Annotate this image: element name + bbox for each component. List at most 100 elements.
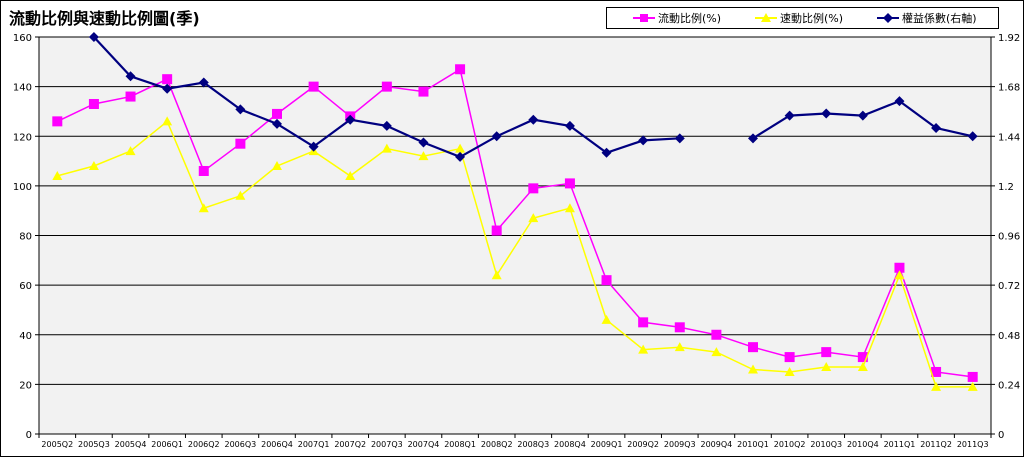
data-point-diamond [638, 135, 649, 146]
data-point-square [418, 86, 429, 97]
data-point-triangle [857, 362, 868, 372]
data-point-diamond [601, 147, 612, 158]
data-point-diamond [125, 71, 136, 82]
data-point-triangle [418, 151, 429, 161]
x-tick-label: 2006Q4 [261, 440, 293, 449]
y-left-tick-label: 80 [19, 232, 32, 243]
y-right-tick-label: 1.68 [998, 83, 1020, 94]
x-tick-label: 2011Q1 [884, 440, 916, 449]
data-point-triangle [528, 213, 539, 223]
data-point-square [711, 329, 722, 340]
data-point-diamond [894, 96, 905, 107]
data-point-square [931, 366, 942, 377]
x-tick-label: 2006Q1 [151, 440, 183, 449]
x-tick-label: 2006Q2 [188, 440, 220, 449]
x-tick-label: 2010Q3 [810, 440, 842, 449]
x-tick-label: 2008Q1 [444, 440, 476, 449]
data-point-diamond [162, 83, 173, 94]
data-point-square [601, 275, 612, 286]
y-right-tick-label: 1.92 [998, 33, 1020, 44]
legend-item-current-ratio: 流動比例(%) [633, 8, 721, 28]
data-point-diamond [88, 32, 99, 42]
x-tick-label: 2007Q2 [334, 440, 366, 449]
data-point-triangle [235, 190, 246, 200]
data-point-diamond [931, 122, 942, 133]
legend-marker-diamond [877, 13, 899, 23]
data-point-triangle [52, 170, 63, 180]
data-point-triangle [784, 366, 795, 376]
legend-marker-square [633, 14, 655, 22]
data-point-triangle [381, 143, 392, 153]
data-point-square [272, 108, 282, 119]
data-point-square [198, 165, 209, 176]
x-tick-label: 2005Q3 [78, 440, 110, 449]
x-tick-label: 2006Q3 [225, 440, 257, 449]
chart-title: 流動比例與速動比例圖(季) [9, 9, 200, 28]
data-point-triangle [455, 143, 466, 153]
x-tick-label: 2010Q2 [774, 440, 806, 449]
data-point-diamond [345, 114, 356, 125]
y-left-tick-label: 40 [19, 331, 32, 342]
data-point-triangle [272, 161, 282, 171]
data-point-diamond [748, 133, 758, 144]
data-point-square [748, 342, 758, 353]
legend-item-equity-multiplier: 權益係數(右軸) [877, 8, 977, 28]
y-right-tick-label: 0.24 [998, 380, 1020, 391]
x-tick-label: 2008Q2 [481, 440, 513, 449]
x-tick-label: 2008Q3 [517, 440, 549, 449]
data-point-triangle [564, 203, 575, 213]
data-point-square [821, 347, 832, 358]
data-point-triangle [345, 170, 356, 180]
data-point-square [308, 81, 319, 92]
x-tick-label: 2007Q3 [371, 440, 403, 449]
data-point-diamond [198, 77, 209, 88]
x-tick-label: 2011Q3 [957, 440, 989, 449]
y-right-tick-label: 0.72 [998, 281, 1020, 292]
y-left-tick-label: 0 [26, 430, 32, 441]
y-left-tick-label: 20 [19, 380, 32, 391]
data-point-square [784, 352, 795, 363]
series-line [57, 120, 973, 388]
data-point-diamond [308, 141, 319, 152]
data-point-square [88, 98, 99, 109]
data-point-triangle [601, 314, 612, 324]
data-point-diamond [821, 108, 832, 119]
data-point-diamond [528, 114, 539, 125]
data-point-diamond [784, 110, 795, 121]
y-left-tick-label: 140 [13, 83, 32, 94]
data-point-diamond [272, 118, 282, 129]
legend-label-equity-multiplier: 權益係數(右軸) [902, 12, 977, 25]
data-point-square [674, 322, 685, 333]
y-right-tick-label: 1.44 [998, 132, 1020, 143]
data-point-triangle [198, 203, 209, 213]
x-tick-label: 2009Q1 [591, 440, 623, 449]
data-point-diamond [564, 120, 575, 131]
x-tick-label: 2009Q4 [701, 440, 733, 449]
legend-label-quick-ratio: 速動比例(%) [780, 12, 844, 25]
data-point-triangle [821, 362, 832, 372]
data-point-square [967, 371, 978, 382]
data-point-diamond [455, 151, 466, 162]
data-point-triangle [674, 342, 685, 352]
data-point-triangle [931, 381, 942, 391]
data-point-square [52, 116, 63, 127]
x-tick-label: 2011Q2 [920, 440, 952, 449]
y-left-tick-label: 60 [19, 281, 32, 292]
data-point-diamond [381, 120, 392, 131]
x-tick-label: 2009Q3 [664, 440, 696, 449]
data-point-diamond [418, 137, 429, 148]
data-point-square [381, 81, 392, 92]
data-point-triangle [711, 347, 722, 357]
data-point-square [528, 183, 539, 194]
legend-label-current-ratio: 流動比例(%) [658, 12, 722, 25]
data-point-square [235, 138, 246, 149]
data-point-square [491, 225, 502, 236]
data-point-square [638, 317, 649, 328]
y-left-tick-label: 160 [13, 33, 32, 44]
y-right-tick-label: 0 [998, 430, 1004, 441]
data-point-diamond [967, 131, 978, 142]
data-point-diamond [674, 133, 685, 144]
x-tick-label: 2007Q4 [408, 440, 440, 449]
